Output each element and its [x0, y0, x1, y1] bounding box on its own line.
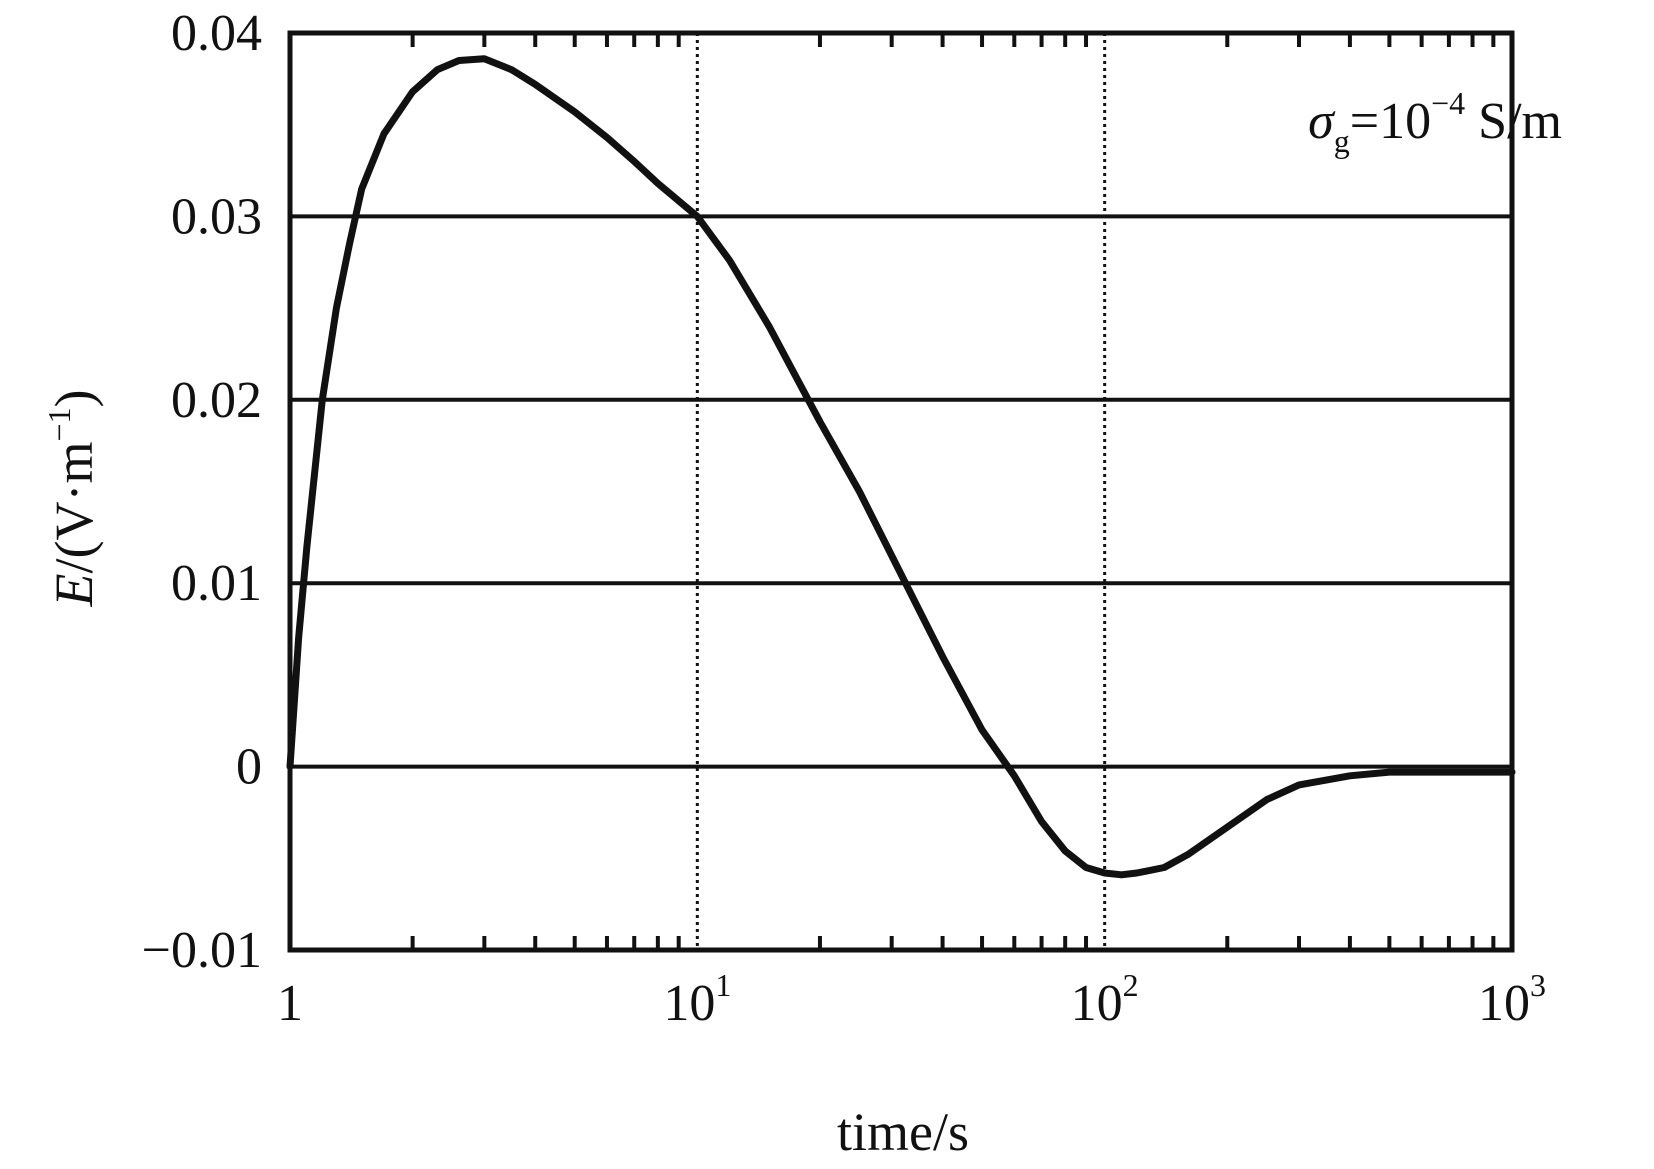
y-tick-label: 0.03 — [171, 188, 262, 245]
series-line — [286, 55, 1516, 879]
x-tick-label-base: 10 — [1071, 975, 1123, 1032]
grid — [290, 33, 1512, 950]
y-tick-labels: 0.04 0.03 0.02 0.01 0 −0.01 — [142, 5, 262, 979]
x-tick-label-exponent: 3 — [1530, 967, 1546, 1003]
x-tick-label: 102 — [1071, 967, 1139, 1032]
y-axis-label-symbol: E — [44, 574, 104, 608]
x-tick-label-base: 10 — [1478, 975, 1530, 1032]
x-tick-label-base: 10 — [663, 975, 715, 1032]
y-tick-label: 0.04 — [171, 5, 262, 62]
annotation-symbol: σ — [1308, 93, 1336, 150]
y-tick-label: 0.02 — [171, 372, 262, 429]
x-tick-label: 1 — [277, 975, 303, 1032]
annotation-subscript: g — [1334, 123, 1350, 159]
y-axis-label-close: ) — [44, 390, 104, 408]
annotation-exponent: −4 — [1431, 85, 1465, 121]
conductivity-annotation: σg=10−4 S/m — [1308, 85, 1562, 159]
y-tick-label: 0 — [236, 739, 262, 796]
y-tick-label: 0.01 — [171, 555, 262, 612]
y-axis-label-exponent: −1 — [41, 407, 77, 441]
plot-frame — [287, 30, 1515, 953]
x-tick-label-base: 1 — [277, 975, 303, 1032]
x-tick-label-exponent: 1 — [715, 967, 731, 1003]
y-axis-label: E/(V·m−1) — [41, 390, 104, 608]
annotation-unit: S/m — [1465, 93, 1562, 150]
x-tick-label: 103 — [1478, 967, 1546, 1032]
x-tick-label-exponent: 2 — [1123, 967, 1139, 1003]
annotation-base: =10 — [1350, 93, 1431, 150]
y-axis-label-unit: /(V·m — [44, 442, 104, 574]
x-axis-label: time/s — [837, 1102, 969, 1162]
x-tick-label: 101 — [663, 967, 731, 1032]
x-tick-labels: 1 101 102 103 — [277, 967, 1546, 1032]
y-tick-label: −0.01 — [142, 922, 262, 979]
